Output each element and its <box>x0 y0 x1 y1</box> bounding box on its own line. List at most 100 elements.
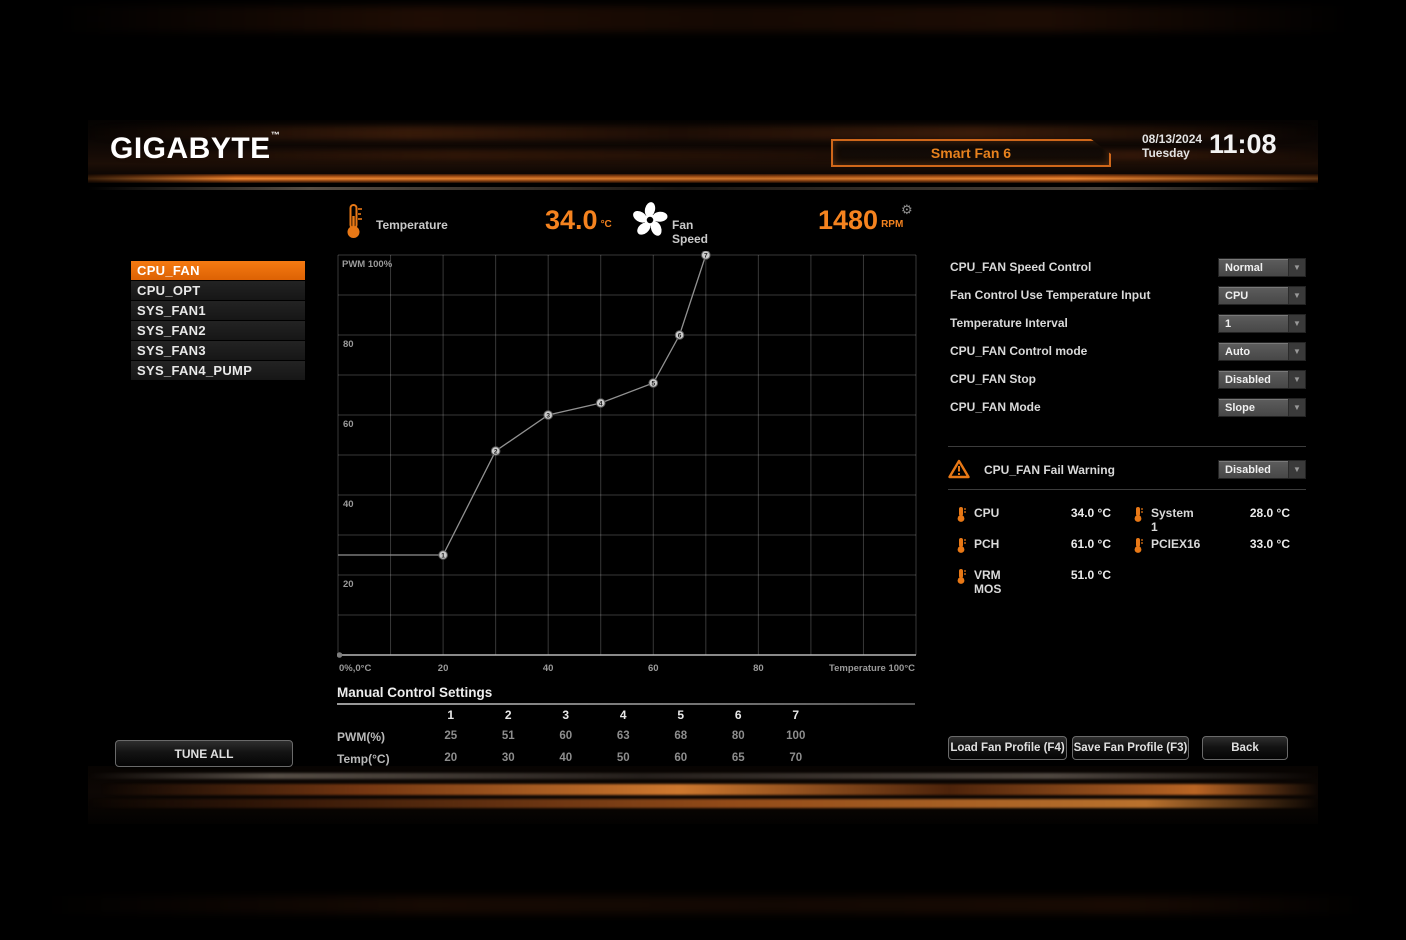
header-streak <box>88 150 1318 160</box>
svg-text:40: 40 <box>343 499 354 510</box>
svg-text:40: 40 <box>543 663 554 674</box>
temp-input-dropdown[interactable]: CPU ▼ <box>1218 286 1306 305</box>
temperature-label: Temperature <box>376 218 448 232</box>
header-band <box>88 120 1318 176</box>
temp-value: 34.0 °C <box>1070 506 1111 520</box>
temp-cell[interactable]: 70 <box>789 752 803 764</box>
panel-divider <box>948 489 1306 490</box>
chevron-down-icon: ▼ <box>1288 399 1305 416</box>
temp-interval-dropdown[interactable]: 1 ▼ <box>1218 314 1306 333</box>
fail-warning-label: CPU_FAN Fail Warning <box>984 463 1115 477</box>
temp-cell[interactable]: 40 <box>559 752 573 764</box>
dropdown-value: 1 <box>1225 317 1232 330</box>
fan-icon <box>633 202 668 236</box>
svg-text:2: 2 <box>494 448 498 455</box>
svg-text:20: 20 <box>438 663 449 674</box>
fan-stop-dropdown[interactable]: Disabled ▼ <box>1218 370 1306 389</box>
temp-row-label: Temp(°C) <box>337 752 390 766</box>
thermometer-icon <box>957 538 966 553</box>
svg-text:PWM 100%: PWM 100% <box>342 259 393 270</box>
temp-cell[interactable]: 60 <box>674 752 688 764</box>
fan-mode-dropdown[interactable]: Slope ▼ <box>1218 398 1306 417</box>
fail-warning-dropdown[interactable]: Disabled ▼ <box>1218 460 1306 479</box>
chevron-down-icon: ▼ <box>1288 343 1305 360</box>
setting-row-temp-input: Fan Control Use Temperature Input CPU ▼ <box>950 286 1306 314</box>
save-fan-profile-button[interactable]: Save Fan Profile (F3) <box>1072 736 1189 760</box>
svg-text:5: 5 <box>651 380 655 387</box>
dropdown-value: Disabled <box>1225 373 1271 386</box>
temperature-unit: °C <box>600 219 612 230</box>
fan-curve-chart[interactable]: 20 40 60 80 PWM 100% 20 40 60 80 0%,0°C Temperatur… <box>337 251 917 679</box>
tune-all-button[interactable]: TUNE ALL <box>115 740 293 767</box>
pwm-cell[interactable]: 63 <box>616 730 630 742</box>
pwm-cell[interactable]: 80 <box>731 730 745 742</box>
temp-label: PCIEX16 <box>1151 537 1201 551</box>
temp-cell[interactable]: 30 <box>501 752 515 764</box>
svg-text:60: 60 <box>343 419 354 430</box>
column-spacer <box>337 708 422 722</box>
pwm-cell[interactable]: 51 <box>501 730 515 742</box>
svg-text:80: 80 <box>753 663 764 674</box>
setting-label: Fan Control Use Temperature Input <box>950 288 1151 302</box>
dropdown-value: CPU <box>1225 289 1249 302</box>
temp-cell[interactable]: 50 <box>616 752 630 764</box>
settings-panel: CPU_FAN Speed Control Normal ▼ Fan Contr… <box>950 258 1306 426</box>
header-flare-line-2 <box>88 187 1318 190</box>
setting-row-speed-control: CPU_FAN Speed Control Normal ▼ <box>950 258 1306 286</box>
fan-item-sys-fan4-pump[interactable]: SYS_FAN4_PUMP <box>131 361 305 380</box>
temp-label: PCH <box>974 537 1000 551</box>
back-button[interactable]: Back <box>1202 736 1288 760</box>
warning-icon <box>948 459 970 479</box>
column-header: 1 <box>447 708 455 722</box>
clock-display: 11:08 <box>1209 129 1277 159</box>
manual-control-divider <box>337 703 915 705</box>
temp-cell[interactable]: 65 <box>731 752 745 764</box>
gear-icon[interactable]: ⚙ <box>901 202 913 217</box>
fan-item-sys-fan1[interactable]: SYS_FAN1 <box>131 301 305 320</box>
fan-item-cpu-fan[interactable]: CPU_FAN <box>131 261 305 280</box>
setting-row-temp-interval: Temperature Interval 1 ▼ <box>950 314 1306 342</box>
column-header: 4 <box>619 708 627 722</box>
column-header: 7 <box>792 708 800 722</box>
day-text: Tuesday <box>1142 146 1190 160</box>
temp-label: CPU <box>974 506 1000 520</box>
pwm-cell[interactable]: 100 <box>786 730 806 742</box>
temp-row: Temp(°C) 20 30 40 50 60 65 70 <box>337 752 917 766</box>
svg-text:6: 6 <box>678 332 682 339</box>
tab-smart-fan-6[interactable]: Smart Fan 6 <box>831 139 1111 167</box>
fan-item-sys-fan3[interactable]: SYS_FAN3 <box>131 341 305 360</box>
chevron-down-icon: ▼ <box>1288 287 1305 304</box>
thermometer-icon <box>347 204 362 238</box>
temp-label: System 1 <box>1151 506 1194 534</box>
manual-control-title: Manual Control Settings <box>337 685 493 700</box>
temp-value: 33.0 °C <box>1249 537 1290 551</box>
fan-speed-value: 1480 RPM <box>818 205 904 235</box>
pwm-row-label: PWM(%) <box>337 730 385 744</box>
fan-item-cpu-opt[interactable]: CPU_OPT <box>131 281 305 300</box>
pwm-cell[interactable]: 68 <box>674 730 688 742</box>
dropdown-value: Disabled <box>1225 463 1271 476</box>
load-fan-profile-button[interactable]: Load Fan Profile (F4) <box>948 736 1067 760</box>
fan-item-sys-fan2[interactable]: SYS_FAN2 <box>131 321 305 340</box>
gigabyte-logo: GIGABYTE™ <box>110 130 281 165</box>
fan-channel-list: CPU_FAN CPU_OPT SYS_FAN1 SYS_FAN2 SYS_FA… <box>131 261 305 381</box>
column-header: 6 <box>734 708 742 722</box>
pwm-cell[interactable]: 25 <box>444 730 458 742</box>
date-text: 08/13/2024 <box>1142 132 1203 146</box>
ambient-flare-top <box>0 6 1406 32</box>
svg-text:3: 3 <box>546 412 550 419</box>
setting-label: CPU_FAN Control mode <box>950 344 1088 358</box>
thermometer-icon <box>957 569 966 584</box>
temp-value: 51.0 °C <box>1070 568 1111 582</box>
setting-row-control-mode: CPU_FAN Control mode Auto ▼ <box>950 342 1306 370</box>
thermometer-icon <box>957 507 966 522</box>
temp-value: 61.0 °C <box>1070 537 1111 551</box>
pwm-cell[interactable]: 60 <box>559 730 573 742</box>
header-streak <box>88 126 1318 140</box>
panel-divider <box>948 446 1306 447</box>
dropdown-value: Auto <box>1225 345 1251 358</box>
temp-cell[interactable]: 20 <box>444 752 458 764</box>
speed-control-dropdown[interactable]: Normal ▼ <box>1218 258 1306 277</box>
control-mode-dropdown[interactable]: Auto ▼ <box>1218 342 1306 361</box>
